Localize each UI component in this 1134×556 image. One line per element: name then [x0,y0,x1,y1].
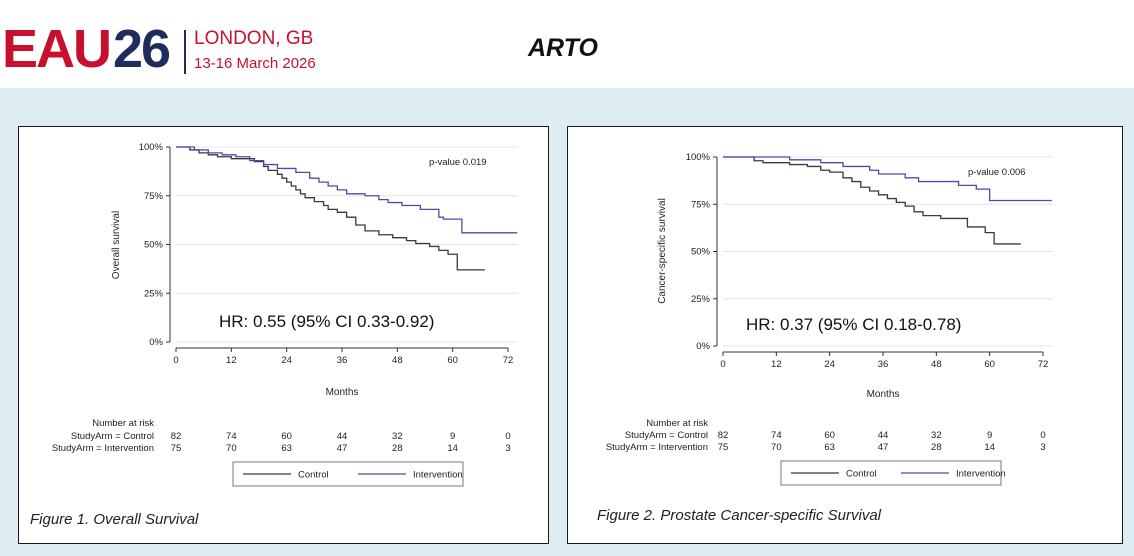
risk-table-cell: 60 [824,430,835,441]
x-tick-label: 60 [984,359,995,370]
risk-table-cell: 44 [878,430,889,441]
risk-table-cell: 28 [392,443,403,454]
risk-table-cell: 63 [281,443,292,454]
y-tick-label: 25% [144,288,164,299]
risk-table-cell: 28 [931,442,942,453]
x-tick-label: 72 [1038,359,1049,370]
km-curve-control [176,146,485,271]
risk-table-cell: 14 [984,442,995,453]
risk-table-cell: 32 [931,430,942,441]
risk-row-label: StudyArm = Control [625,430,708,441]
risk-table-cell: 9 [450,431,455,442]
risk-table-cell: 3 [1040,442,1045,453]
y-tick-label: 25% [691,294,711,305]
logo-year-text: 26 [113,19,171,79]
y-tick-label: 75% [144,191,164,202]
risk-row-label: StudyArm = Intervention [606,442,708,453]
x-tick-label: 24 [281,355,292,366]
risk-table-cell: 75 [171,443,182,454]
legend-label: Control [298,470,329,481]
y-axis-title: Cancer-specific survival [657,198,668,304]
x-tick-label: 24 [824,359,835,370]
hazard-ratio-annotation: HR: 0.37 (95% CI 0.18-0.78) [746,315,961,334]
figure-caption-2: Figure 2. Prostate Cancer-specific Survi… [597,507,882,524]
logo-eau-text: EAU [2,19,112,79]
risk-row-label: StudyArm = Intervention [52,443,154,454]
risk-table-cell: 63 [824,442,835,453]
risk-table-cell: 74 [226,431,237,442]
risk-table-cell: 74 [771,430,782,441]
x-tick-label: 0 [173,355,178,366]
hazard-ratio-annotation: HR: 0.55 (95% CI 0.33-0.92) [219,312,434,331]
p-value-annotation: p-value 0.006 [968,167,1026,178]
legend-label: Intervention [956,469,1006,480]
risk-table-header: Number at risk [92,418,154,429]
x-tick-label: 48 [392,355,403,366]
figure-panel-cancer-specific-survival: 0% 25% 50% 75% 100% 0 12 24 36 48 60 72 Months Cancer… [567,126,1123,544]
x-tick-label: 0 [720,359,725,370]
km-chart-overall-survival: 0% 25% 50% 75% 100% 0 12 24 36 48 60 72 Months Overal… [52,142,518,487]
legend-label: Control [846,469,877,480]
y-tick-label: 100% [686,152,711,163]
risk-table-cell: 82 [171,431,182,442]
y-tick-label: 50% [144,240,164,251]
x-tick-label: 12 [771,359,782,370]
x-tick-label: 36 [878,359,889,370]
p-value-annotation: p-value 0.019 [429,157,487,168]
x-tick-label: 36 [337,355,348,366]
legend-label: Intervention [413,470,463,481]
x-axis-title: Months [867,389,900,400]
figure-caption-1: Figure 1. Overall Survival [30,511,199,528]
x-tick-label: 72 [503,355,514,366]
slide-header: EAU 26 LONDON, GB 13-16 March 2026 ARTO [0,0,1134,88]
km-curve-intervention [723,156,1052,202]
logo-divider [184,30,186,74]
km-chart-cancer-specific-survival: 0% 25% 50% 75% 100% 0 12 24 36 48 60 72 Months Cancer… [606,152,1053,486]
x-tick-label: 12 [226,355,237,366]
risk-table-header: Number at risk [646,418,708,429]
risk-table-cell: 0 [1040,430,1045,441]
y-tick-label: 100% [139,142,164,153]
risk-table-cell: 3 [505,443,510,454]
risk-table-cell: 0 [505,431,510,442]
y-tick-label: 75% [691,199,711,210]
figure-panel-overall-survival: 0% 25% 50% 75% 100% 0 12 24 36 48 60 72 Months Overal… [18,126,549,544]
y-axis-title: Overall survival [111,211,122,279]
x-axis-title: Months [326,387,359,398]
x-tick-label: 60 [447,355,458,366]
risk-row-label: StudyArm = Control [71,431,154,442]
risk-table-cell: 60 [281,431,292,442]
km-curve-intervention [176,146,518,234]
y-tick-label: 0% [696,341,710,352]
risk-table-cell: 47 [878,442,889,453]
risk-table-cell: 75 [718,442,729,453]
km-curve-control [723,156,1021,245]
x-tick-label: 48 [931,359,942,370]
slide-title: ARTO [528,34,598,62]
risk-table-cell: 82 [718,430,729,441]
y-tick-label: 50% [691,247,711,258]
y-tick-label: 0% [149,337,163,348]
risk-table-cell: 32 [392,431,403,442]
risk-table-cell: 70 [771,442,782,453]
risk-table-cell: 44 [337,431,348,442]
risk-table-cell: 9 [987,430,992,441]
risk-table-cell: 14 [447,443,458,454]
risk-table-cell: 70 [226,443,237,454]
congress-city: LONDON, GB [194,28,314,49]
congress-dates: 13-16 March 2026 [194,55,316,72]
risk-table-cell: 47 [337,443,348,454]
